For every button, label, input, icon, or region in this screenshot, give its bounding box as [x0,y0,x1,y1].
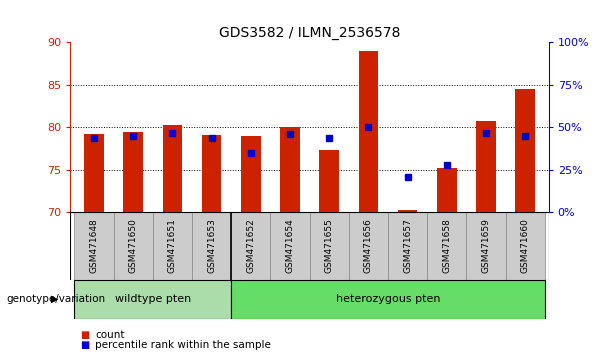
Bar [123,132,143,212]
Bar [476,121,496,212]
Bar [113,212,153,280]
Bar [516,89,535,212]
Bar [388,212,427,280]
Text: ■: ■ [80,330,89,339]
Bar [162,125,182,212]
Bar [280,127,300,212]
Bar [398,210,417,212]
Text: GSM471658: GSM471658 [442,218,451,274]
Text: GSM471653: GSM471653 [207,218,216,274]
Bar [153,212,192,280]
Text: ▶: ▶ [51,294,59,304]
Text: count: count [95,330,124,339]
Bar [231,212,270,280]
Text: GSM471648: GSM471648 [89,219,99,273]
Bar [241,136,261,212]
Bar [74,280,231,319]
Bar [231,280,545,319]
Text: heterozygous pten: heterozygous pten [336,294,440,304]
Text: GSM471654: GSM471654 [286,219,294,273]
Text: GSM471659: GSM471659 [481,218,490,274]
Text: GSM471650: GSM471650 [129,218,138,274]
Bar [349,212,388,280]
Bar [437,168,457,212]
Bar [192,212,231,280]
Bar [466,212,506,280]
Text: ■: ■ [80,340,89,350]
Text: wildtype pten: wildtype pten [115,294,191,304]
Text: GSM471657: GSM471657 [403,218,412,274]
Bar [84,134,104,212]
Text: percentile rank within the sample: percentile rank within the sample [95,340,271,350]
Bar [359,51,378,212]
Text: GSM471660: GSM471660 [520,218,530,274]
Title: GDS3582 / ILMN_2536578: GDS3582 / ILMN_2536578 [219,26,400,40]
Bar [202,135,221,212]
Bar [427,212,466,280]
Bar [74,212,113,280]
Bar [506,212,545,280]
Bar [310,212,349,280]
Text: GSM471652: GSM471652 [246,219,255,273]
Text: genotype/variation: genotype/variation [6,294,105,304]
Text: GSM471656: GSM471656 [364,218,373,274]
Bar [319,150,339,212]
Bar [270,212,310,280]
Text: GSM471651: GSM471651 [168,218,177,274]
Text: GSM471655: GSM471655 [325,218,333,274]
